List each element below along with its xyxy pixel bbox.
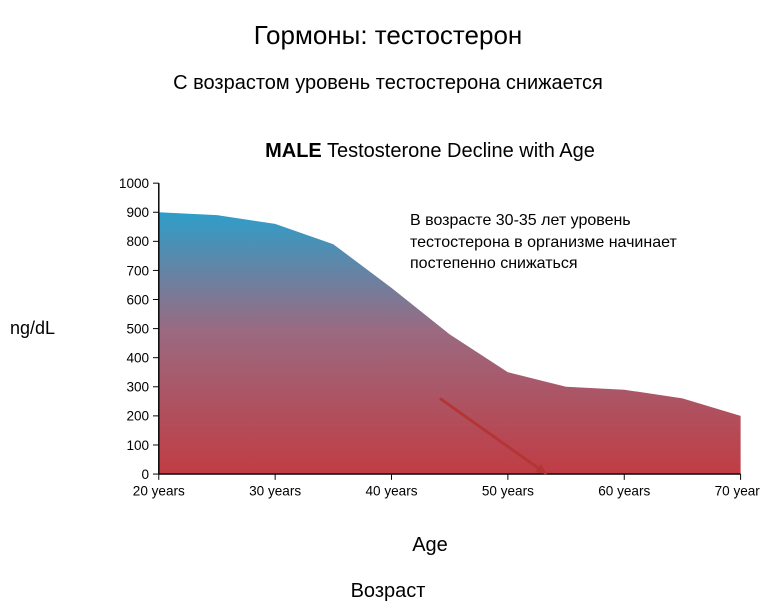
y-axis-label: ng/dL	[10, 318, 55, 339]
y-tick-label: 1000	[120, 176, 150, 191]
x-tick-label: 60 years	[598, 483, 650, 498]
y-tick-label: 300	[126, 380, 149, 395]
y-tick-label: 900	[126, 205, 149, 220]
y-tick-label: 0	[142, 467, 150, 482]
page-subtitle: С возрастом уровень тестостерона снижает…	[0, 72, 776, 95]
x-tick-label: 50 years	[482, 483, 534, 498]
y-tick-label: 400	[126, 351, 149, 366]
x-tick-label: 20 years	[133, 483, 185, 498]
chart-annotation: В возрасте 30-35 лет уровень тестостерон…	[410, 210, 730, 275]
chart-title-bold: MALE	[265, 140, 322, 162]
x-tick-label: 40 years	[365, 483, 417, 498]
page-root: Гормоны: тестостерон С возрастом уровень…	[0, 0, 776, 612]
chart-title-rest: Testosterone Decline with Age	[322, 140, 595, 162]
y-tick-label: 200	[126, 409, 149, 424]
x-tick-label: 70 years	[715, 483, 760, 498]
y-tick-label: 600	[126, 292, 149, 307]
y-tick-label: 700	[126, 263, 149, 278]
page-title: Гормоны: тестостерон	[0, 20, 776, 51]
y-tick-label: 500	[126, 321, 149, 336]
x-axis-label-en: Age	[120, 534, 740, 557]
y-tick-label: 100	[126, 438, 149, 453]
x-tick-label: 30 years	[249, 483, 301, 498]
chart-title: MALE Testosterone Decline with Age	[120, 140, 740, 163]
y-tick-label: 800	[126, 234, 149, 249]
x-axis-label-ru: Возраст	[0, 580, 776, 603]
